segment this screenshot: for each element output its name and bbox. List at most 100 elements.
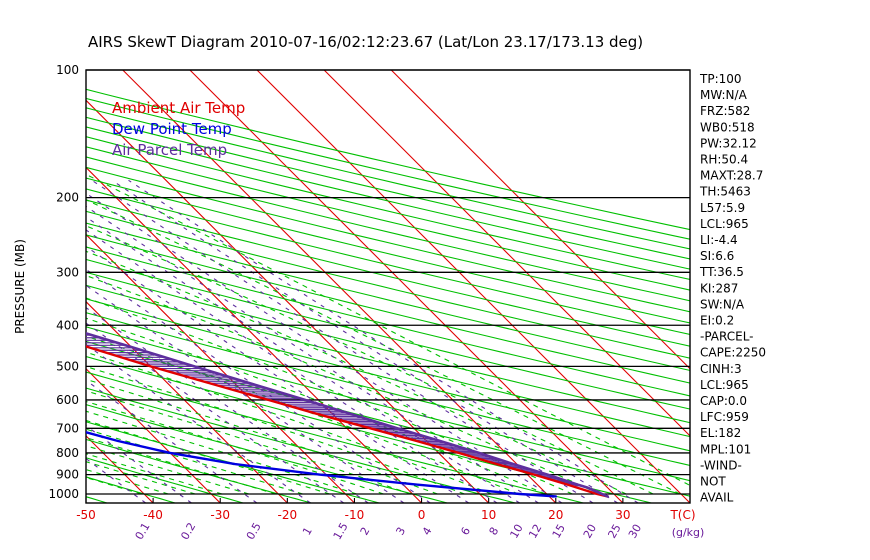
parameter-item: TT:36.5 xyxy=(699,265,744,279)
dry-adiabat-line xyxy=(86,421,380,503)
mixing-ratio-line xyxy=(86,322,345,503)
isotherm-line xyxy=(390,70,690,370)
dry-adiabat-line xyxy=(86,199,690,347)
parameter-panel: TP:100 MW:N/A FRZ:582 WB0:518 PW:32.12 RH:50.… xyxy=(699,72,766,505)
mixing-ratio-line xyxy=(86,343,311,503)
dry-adiabat-line xyxy=(86,146,690,291)
parameter-item: KI:287 xyxy=(700,281,738,295)
mixing-ratio-tick-label: 25 xyxy=(605,522,623,541)
dry-adiabat-line xyxy=(86,210,690,359)
bottom-temp-tick-label: 10 xyxy=(481,508,496,522)
moist-adiabat-line xyxy=(86,173,690,487)
parameter-item: MPL:101 xyxy=(700,442,751,456)
mixing-ratio-line xyxy=(86,306,369,503)
parameter-item: MW:N/A xyxy=(700,88,748,102)
parameter-item: NOT xyxy=(700,475,726,489)
pressure-tick-label: 700 xyxy=(56,421,79,435)
mixing-ratio-line xyxy=(86,192,563,503)
parcel-temp-curve xyxy=(86,331,609,498)
parameter-item: PW:32.12 xyxy=(700,136,757,150)
moist-adiabat-line xyxy=(86,225,654,495)
mixing-ratio-tick-label: 15 xyxy=(550,522,568,541)
parameter-item: TP:100 xyxy=(699,72,742,86)
pressure-tick-label: 1000 xyxy=(48,487,79,501)
pressure-tick-label: 500 xyxy=(56,359,79,373)
dry-adiabat-line xyxy=(86,177,690,324)
page-title: AIRS SkewT Diagram 2010-07-16/02:12:23.6… xyxy=(88,33,643,51)
parameter-item: LI:-4.4 xyxy=(700,233,738,247)
mixing-ratio-tick-label: 4 xyxy=(420,525,435,538)
moist-adiabat-line xyxy=(86,378,438,495)
parameter-item: CINH:3 xyxy=(700,362,742,376)
parameter-item: MAXT:28.7 xyxy=(700,169,763,183)
parameter-item: WB0:518 xyxy=(700,120,755,134)
pressure-tick-label: 100 xyxy=(56,63,79,77)
parameter-item: L57:5.9 xyxy=(700,201,745,215)
legend: Ambient Air Temp Dew Point Temp Air Parcel… xyxy=(112,99,245,159)
bottom-temp-tick-label: -40 xyxy=(143,508,163,522)
pressure-tick-label: 800 xyxy=(56,446,79,460)
ambient-temp-curve xyxy=(86,345,609,498)
pressure-axis-label: PRESSURE (MB) xyxy=(13,239,27,334)
profile-curves-layer xyxy=(86,331,609,498)
mixing-ratio-line xyxy=(86,424,192,503)
moist-adiabat-line xyxy=(86,250,627,495)
parameter-item: TH:5463 xyxy=(699,185,751,199)
moist-adiabat-line xyxy=(86,199,681,495)
isotherm-line xyxy=(86,99,490,503)
mixing-ratio-line xyxy=(86,268,431,503)
legend-item-dew-point-temp: Dew Point Temp xyxy=(112,120,232,138)
dry-adiabat-line xyxy=(86,284,690,438)
mixing-ratio-line xyxy=(86,205,539,503)
mixing-ratio-tick-label: 3 xyxy=(393,525,408,538)
dry-adiabat-line xyxy=(86,166,690,313)
dry-adiabat-line xyxy=(86,271,690,424)
mixing-ratio-tick-label: 0.5 xyxy=(244,520,264,542)
parameter-item: -WIND- xyxy=(700,458,742,472)
mixing-ratio-line xyxy=(86,216,520,503)
parameter-item: SI:6.6 xyxy=(700,249,734,263)
mixing-ratio-tick-label: 1 xyxy=(300,525,315,538)
mixing-ratio-line xyxy=(86,229,498,503)
mixing-ratio-tick-label: 20 xyxy=(581,522,599,541)
pressure-tick-label: 200 xyxy=(56,191,79,205)
bottom-temp-tick-label: -50 xyxy=(76,508,96,522)
pressure-tick-label: 400 xyxy=(56,318,79,332)
bottom-temp-tick-label: -10 xyxy=(345,508,365,522)
isotherm-line xyxy=(86,166,422,503)
isotherm-line xyxy=(256,70,690,503)
parameter-item: CAPE:2250 xyxy=(700,346,766,360)
mixing-ratio-axis-label: (g/kg) xyxy=(672,526,705,539)
plot-frame xyxy=(85,69,691,504)
parameter-item: SW:N/A xyxy=(700,297,745,311)
dry-adiabat-line xyxy=(86,188,690,336)
isotherm-line xyxy=(86,300,288,503)
moist-adiabat-line xyxy=(86,274,600,495)
parameter-item: EI:0.2 xyxy=(700,314,734,328)
mixing-ratio-tick-label: 10 xyxy=(507,522,525,541)
dry-adiabat-line xyxy=(86,371,584,503)
dewpoint-curve xyxy=(86,430,558,498)
mixing-ratio-line xyxy=(111,179,618,503)
dry-adiabat-line xyxy=(86,234,690,384)
temperature-axis-label: T(C) xyxy=(669,508,695,522)
moist-adiabat-line xyxy=(86,428,303,495)
parameter-item: -PARCEL- xyxy=(700,330,754,344)
dry-adiabat-line xyxy=(86,457,244,503)
dry-adiabat-line xyxy=(86,312,690,467)
bottom-temp-tick-label: 0 xyxy=(418,508,426,522)
axis-ticks-layer xyxy=(85,498,624,503)
dry-adiabat-line xyxy=(86,107,690,250)
moist-adiabat-line xyxy=(86,317,546,495)
mixing-ratio-tick-label: 0.2 xyxy=(178,520,198,542)
isotherm-line xyxy=(86,367,221,503)
parameter-item: FRZ:582 xyxy=(700,104,750,118)
parameter-item: LCL:965 xyxy=(700,378,749,392)
moist-adiabat-line xyxy=(86,390,411,495)
mixing-ratio-tick-label: 1.5 xyxy=(331,520,351,542)
parameter-item: LFC:959 xyxy=(700,410,749,424)
dry-adiabat-line xyxy=(86,126,690,270)
parameter-item: AVAIL xyxy=(700,491,734,505)
